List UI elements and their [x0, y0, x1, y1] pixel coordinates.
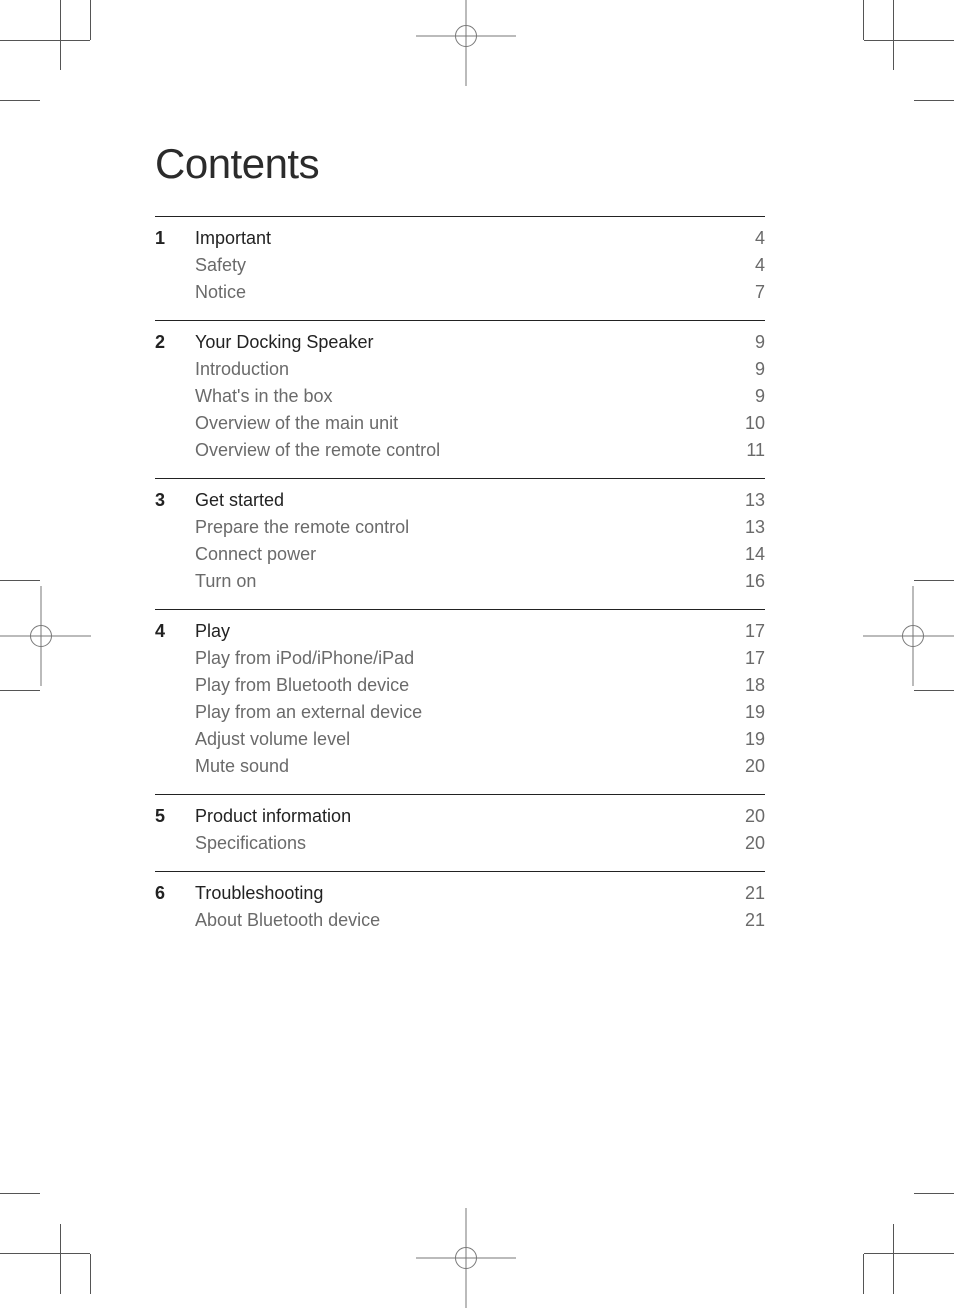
entry-label: Adjust volume level — [195, 726, 725, 753]
toc-section: 2Your Docking Speaker9Introduction9What'… — [155, 320, 765, 478]
section-page: 9 — [725, 329, 765, 356]
toc-entry: Overview of the main unit10 — [155, 410, 765, 437]
section-title: Troubleshooting — [195, 880, 725, 907]
entry-page: 9 — [725, 356, 765, 383]
registration-mark-bottom — [455, 1247, 477, 1269]
toc-entry: Specifications20 — [155, 830, 765, 857]
entry-label: About Bluetooth device — [195, 907, 725, 934]
section-number: 1 — [155, 225, 195, 252]
toc-section-head: 3Get started13 — [155, 487, 765, 514]
section-title: Your Docking Speaker — [195, 329, 725, 356]
entry-page: 19 — [725, 699, 765, 726]
section-title: Product information — [195, 803, 725, 830]
entry-label: Introduction — [195, 356, 725, 383]
toc-section: 4Play17Play from iPod/iPhone/iPad17Play … — [155, 609, 765, 794]
entry-page: 4 — [725, 252, 765, 279]
section-title: Play — [195, 618, 725, 645]
section-page: 21 — [725, 880, 765, 907]
entry-label: Mute sound — [195, 753, 725, 780]
toc-entry: Mute sound20 — [155, 753, 765, 780]
toc-entry: About Bluetooth device21 — [155, 907, 765, 934]
toc-section-head: 4Play17 — [155, 618, 765, 645]
toc-entry: Safety4 — [155, 252, 765, 279]
toc-sections: 1Important4Safety4Notice72Your Docking S… — [155, 216, 765, 948]
toc-section: 1Important4Safety4Notice7 — [155, 216, 765, 320]
entry-label: Connect power — [195, 541, 725, 568]
toc-entry: Introduction9 — [155, 356, 765, 383]
entry-page: 9 — [725, 383, 765, 410]
entry-page: 17 — [725, 645, 765, 672]
entry-page: 20 — [725, 830, 765, 857]
entry-label: Notice — [195, 279, 725, 306]
registration-mark-top — [455, 25, 477, 47]
toc-entry: Play from iPod/iPhone/iPad17 — [155, 645, 765, 672]
entry-label: Prepare the remote control — [195, 514, 725, 541]
entry-label: Safety — [195, 252, 725, 279]
toc-entry: Connect power14 — [155, 541, 765, 568]
section-page: 4 — [725, 225, 765, 252]
entry-page: 19 — [725, 726, 765, 753]
entry-label: Play from iPod/iPhone/iPad — [195, 645, 725, 672]
toc-entry: What's in the box9 — [155, 383, 765, 410]
toc-entry: Adjust volume level19 — [155, 726, 765, 753]
entry-page: 10 — [725, 410, 765, 437]
toc-entry: Play from an external device19 — [155, 699, 765, 726]
page-title: Contents — [155, 140, 765, 188]
section-page: 13 — [725, 487, 765, 514]
section-title: Important — [195, 225, 725, 252]
entry-page: 7 — [725, 279, 765, 306]
toc-entry: Prepare the remote control13 — [155, 514, 765, 541]
entry-label: What's in the box — [195, 383, 725, 410]
toc-section: 3Get started13Prepare the remote control… — [155, 478, 765, 609]
section-number: 6 — [155, 880, 195, 907]
entry-label: Overview of the remote control — [195, 437, 725, 464]
entry-page: 13 — [725, 514, 765, 541]
entry-page: 16 — [725, 568, 765, 595]
toc-entry: Overview of the remote control11 — [155, 437, 765, 464]
section-number: 3 — [155, 487, 195, 514]
entry-label: Turn on — [195, 568, 725, 595]
registration-mark-left — [30, 625, 52, 647]
toc-entry: Play from Bluetooth device18 — [155, 672, 765, 699]
entry-page: 20 — [725, 753, 765, 780]
section-page: 20 — [725, 803, 765, 830]
entry-label: Specifications — [195, 830, 725, 857]
entry-page: 11 — [725, 437, 765, 464]
toc-entry: Notice7 — [155, 279, 765, 306]
section-number: 5 — [155, 803, 195, 830]
toc-section-head: 2Your Docking Speaker9 — [155, 329, 765, 356]
entry-label: Play from Bluetooth device — [195, 672, 725, 699]
entry-label: Overview of the main unit — [195, 410, 725, 437]
section-number: 2 — [155, 329, 195, 356]
section-number: 4 — [155, 618, 195, 645]
toc-container: Contents 1Important4Safety4Notice72Your … — [155, 140, 765, 948]
entry-page: 14 — [725, 541, 765, 568]
toc-section-head: 5Product information20 — [155, 803, 765, 830]
entry-page: 18 — [725, 672, 765, 699]
toc-section-head: 6Troubleshooting21 — [155, 880, 765, 907]
section-title: Get started — [195, 487, 725, 514]
registration-mark-right — [902, 625, 924, 647]
toc-entry: Turn on16 — [155, 568, 765, 595]
entry-label: Play from an external device — [195, 699, 725, 726]
entry-page: 21 — [725, 907, 765, 934]
toc-section: 6Troubleshooting21About Bluetooth device… — [155, 871, 765, 948]
toc-section-head: 1Important4 — [155, 225, 765, 252]
section-page: 17 — [725, 618, 765, 645]
toc-section: 5Product information20Specifications20 — [155, 794, 765, 871]
